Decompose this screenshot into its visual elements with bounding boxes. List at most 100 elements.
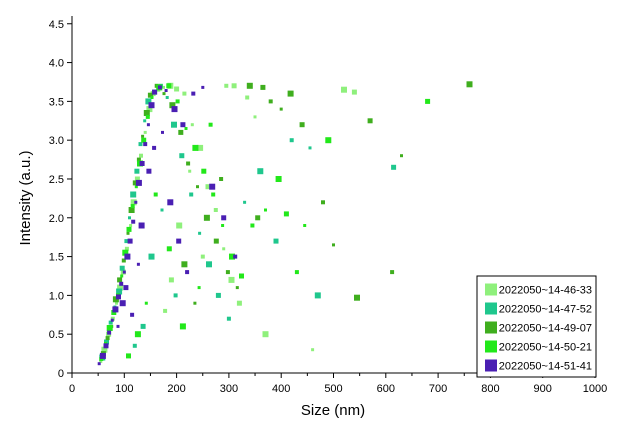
data-point [209, 183, 216, 190]
data-point [119, 300, 126, 307]
data-point [110, 318, 114, 322]
data-point [166, 246, 172, 252]
x-tick-label: 900 [534, 383, 552, 395]
data-point [182, 91, 187, 96]
data-point [275, 176, 282, 182]
data-point [117, 277, 123, 283]
data-point [221, 224, 225, 227]
data-point [111, 310, 117, 315]
data-point [174, 86, 180, 92]
data-point [208, 122, 213, 127]
data-point [273, 238, 279, 244]
data-point [127, 238, 133, 244]
y-tick-label: 1.0 [49, 290, 64, 302]
data-point [168, 277, 174, 283]
data-point [173, 293, 178, 298]
legend: 2022050~14-46-33 2022050~14-47-52 2022050~… [476, 275, 597, 378]
data-point [255, 215, 261, 221]
data-point [198, 231, 202, 235]
data-point [124, 246, 129, 251]
data-point [425, 98, 431, 104]
data-point [134, 185, 138, 189]
data-point [130, 312, 135, 317]
data-point [201, 85, 205, 89]
data-point [283, 211, 289, 217]
y-tick-label: 3.5 [49, 96, 64, 108]
data-point [178, 129, 184, 135]
y-tick-label: 2.5 [49, 174, 64, 186]
x-tick-label: 500 [324, 383, 342, 395]
data-point [250, 223, 255, 228]
data-point [176, 238, 182, 244]
data-point [245, 95, 250, 100]
data-point [99, 357, 104, 361]
data-point [138, 222, 145, 229]
data-point [228, 276, 235, 283]
data-point [150, 96, 154, 99]
data-point [205, 184, 211, 190]
data-point [146, 168, 152, 174]
data-point [299, 122, 305, 128]
data-point [197, 144, 204, 151]
data-point [196, 185, 199, 189]
legend-swatch [485, 359, 497, 372]
data-point [130, 199, 137, 206]
data-point [145, 114, 150, 119]
data-point [147, 92, 153, 98]
data-point [134, 200, 138, 204]
data-point [108, 320, 113, 325]
data-point [264, 208, 267, 212]
data-point [121, 258, 126, 263]
y-tick-label: 1.5 [49, 252, 64, 264]
data-point [203, 214, 210, 221]
data-point [201, 168, 207, 174]
data-point [124, 239, 129, 244]
data-point [193, 301, 197, 305]
data-point [132, 343, 137, 348]
axes: 0 100 200 300 400 500 600 700 800 900 1000 0 0.5 1.0 1… [49, 16, 607, 395]
x-tick-label: 600 [377, 383, 395, 395]
data-point [124, 253, 131, 260]
data-point [126, 353, 131, 359]
data-point [188, 169, 192, 173]
data-point [148, 253, 155, 260]
data-point [181, 261, 188, 268]
data-point [99, 352, 106, 359]
y-tick-label: 0 [58, 368, 64, 380]
data-point [341, 86, 347, 93]
data-point [179, 323, 186, 330]
data-point [143, 142, 148, 147]
data-point [165, 96, 169, 99]
data-point [367, 118, 373, 124]
data-point [180, 122, 186, 128]
data-point [171, 106, 178, 113]
data-point [175, 99, 180, 104]
legend-swatch [485, 321, 497, 334]
data-point [231, 83, 237, 89]
data-point [115, 301, 118, 305]
data-point [211, 192, 216, 197]
x-tick-label: 400 [272, 383, 290, 395]
data-point [123, 285, 129, 291]
data-point [246, 82, 253, 89]
data-point [213, 208, 218, 212]
data-point [294, 270, 299, 275]
data-point [192, 144, 199, 151]
data-point [128, 207, 135, 213]
data-point [163, 308, 168, 313]
data-point [184, 127, 188, 130]
data-point [130, 204, 135, 209]
data-point [314, 292, 321, 299]
data-point [391, 164, 397, 170]
data-point [103, 343, 109, 349]
data-point [191, 91, 196, 96]
data-point [128, 216, 131, 220]
y-tick-label: 0.5 [49, 329, 64, 341]
legend-label: 2022050~14-46-33 [499, 285, 592, 297]
x-tick-label: 700 [429, 383, 447, 395]
data-point [185, 270, 190, 275]
x-tick-label: 1000 [583, 383, 607, 395]
data-point [197, 286, 201, 290]
data-point [141, 134, 145, 138]
